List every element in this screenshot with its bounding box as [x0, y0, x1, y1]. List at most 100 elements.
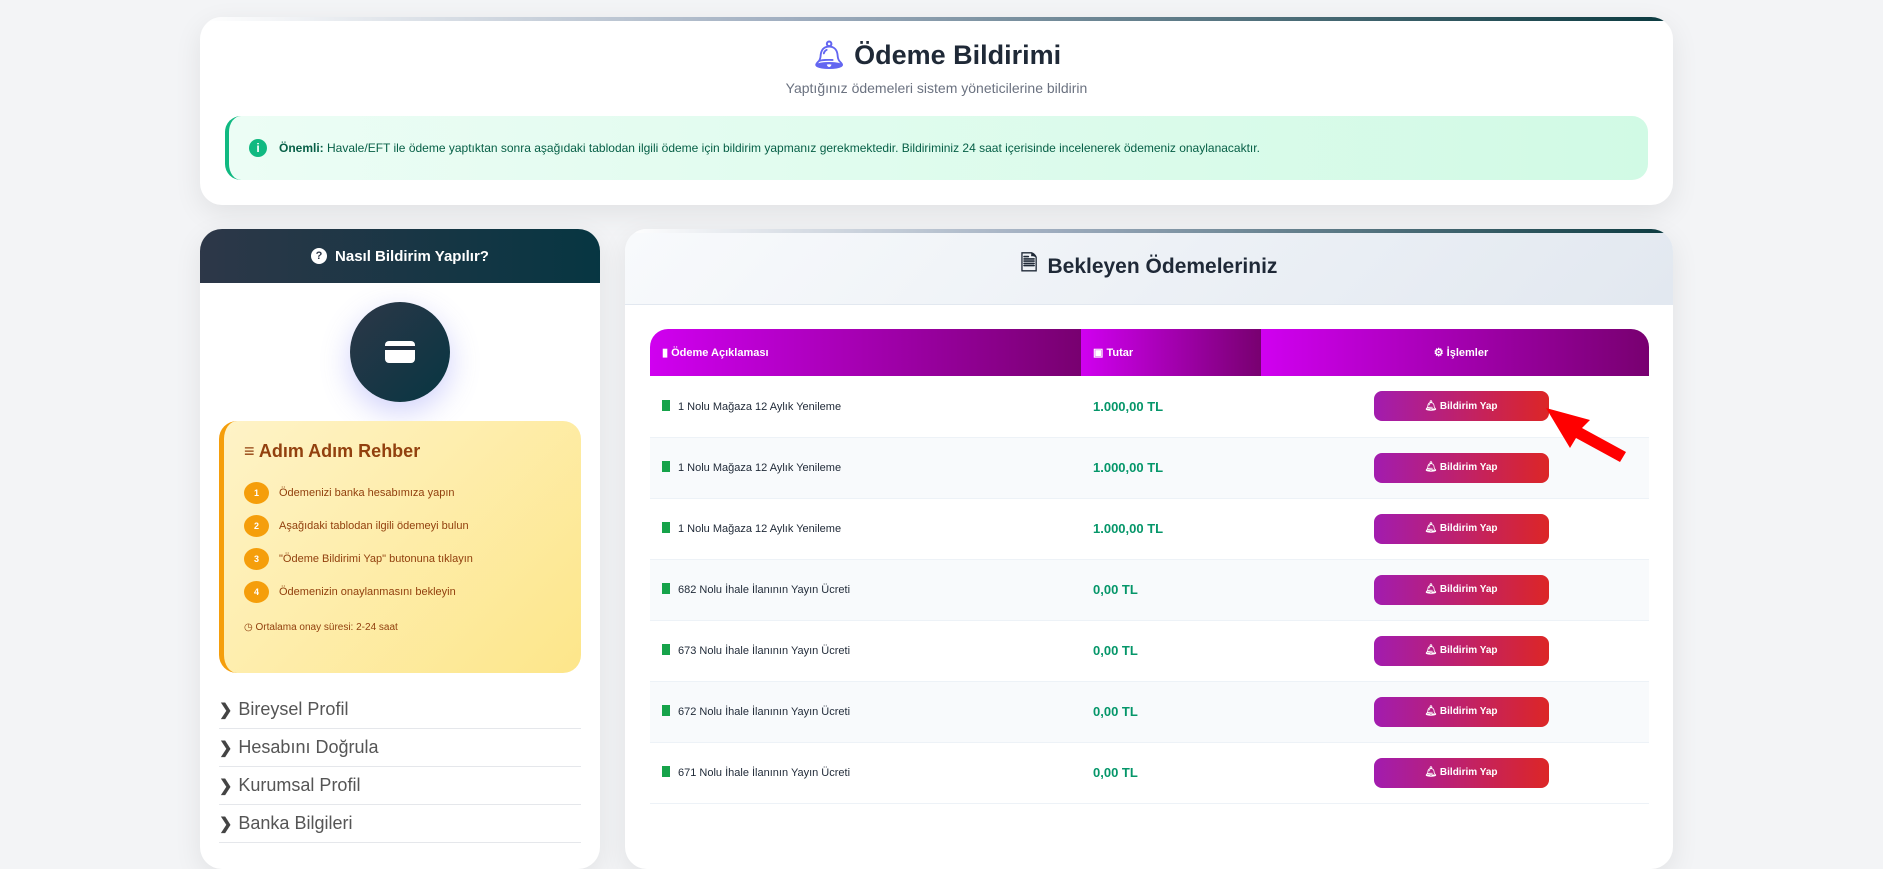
- notify-button[interactable]: 🔔︎ Bildirim Yap: [1373, 696, 1549, 727]
- notify-button[interactable]: 🔔︎ Bildirim Yap: [1373, 635, 1549, 666]
- payments-table: ▮ Ödeme Açıklaması ▣ Tutar ⚙ İşlemler 1 …: [650, 329, 1649, 804]
- payment-description: 682 Nolu İhale İlanının Yayın Ücreti: [650, 559, 1081, 621]
- description-text: 1 Nolu Mağaza 12 Aylık Yenileme: [678, 523, 842, 535]
- table-row: 672 Nolu İhale İlanının Yayın Ücreti 0,00…: [650, 681, 1649, 743]
- notify-button[interactable]: 🔔︎ Bildirim Yap: [1373, 391, 1549, 422]
- notify-button[interactable]: 🔔︎ Bildirim Yap: [1373, 513, 1549, 544]
- receipt-icon: [662, 766, 670, 777]
- payment-description: 1 Nolu Mağaza 12 Aylık Yenileme: [650, 376, 1081, 438]
- info-icon: i: [249, 139, 267, 157]
- bell-icon: 🔔︎: [1424, 645, 1440, 656]
- table-row: 1 Nolu Mağaza 12 Aylık Yenileme 1.000,00 …: [650, 437, 1649, 499]
- notify-button[interactable]: 🔔︎ Bildirim Yap: [1373, 574, 1549, 605]
- step-text: Ödemenizin onaylanmasını bekleyin: [279, 585, 456, 598]
- credit-card-badge: [350, 302, 450, 402]
- step-number: 2: [244, 514, 269, 537]
- payment-description: 672 Nolu İhale İlanının Yayın Ücreti: [650, 681, 1081, 743]
- bell-icon: 🔔︎: [1424, 400, 1440, 412]
- chevron-right-icon: ❯: [219, 701, 233, 719]
- red-arrow-pointer-icon: [1546, 408, 1626, 462]
- description-text: 682 Nolu İhale İlanının Yayın Ücreti: [678, 584, 851, 596]
- chevron-right-icon: ❯: [219, 815, 233, 833]
- guide-title: ≡ Adım Adım Rehber: [244, 441, 561, 462]
- notify-button-label: Bildirim Yap: [1439, 645, 1498, 656]
- alert-label: Önemli:: [279, 141, 324, 155]
- bell-icon: 🔔︎: [1424, 523, 1440, 534]
- guide-step: 3 "Ödeme Bildirimi Yap" butonuna tıklayın: [244, 542, 561, 575]
- notify-button[interactable]: 🔔︎ Bildirim Yap: [1373, 757, 1549, 788]
- avg-approval: ◷ Ortalama onay süresi: 2-24 saat: [244, 622, 561, 633]
- payment-amount: 1.000,00 TL: [1081, 376, 1261, 438]
- description-text: 672 Nolu İhale İlanının Yayın Ücreti: [678, 706, 851, 718]
- payment-amount: 1.000,00 TL: [1081, 437, 1261, 499]
- page-title-text: Ödeme Bildirimi: [854, 40, 1062, 70]
- receipt-icon: [662, 583, 670, 594]
- guide-step: 4 Ödemenizin onaylanmasını bekleyin: [244, 575, 561, 608]
- description-text: 1 Nolu Mağaza 12 Aylık Yenileme: [678, 462, 842, 474]
- bell-icon: 🔔︎: [1424, 767, 1440, 778]
- step-guide: ≡ Adım Adım Rehber 1 Ödemenizi banka hesa…: [219, 421, 581, 673]
- step-number: 3: [244, 547, 269, 570]
- col-description: ▮ Ödeme Açıklaması: [650, 329, 1081, 376]
- sidebar-nav-item[interactable]: ❯ Hesabını Doğrula: [219, 729, 581, 767]
- bell-icon: 🔔︎: [1424, 584, 1440, 595]
- nav-label: Kurumsal Profil: [238, 775, 361, 795]
- payment-description: 673 Nolu İhale İlanının Yayın Ücreti: [650, 620, 1081, 682]
- receipt-icon: [662, 644, 670, 655]
- payment-description: 1 Nolu Mağaza 12 Aylık Yenileme: [650, 437, 1081, 499]
- nav-label: Banka Bilgileri: [238, 813, 353, 833]
- description-text: 673 Nolu İhale İlanının Yayın Ücreti: [678, 645, 851, 657]
- list-ol-icon: ≡: [244, 441, 259, 461]
- notify-button-label: Bildirim Yap: [1439, 523, 1498, 534]
- chevron-right-icon: ❯: [219, 777, 233, 795]
- payment-amount: 0,00 TL: [1081, 559, 1261, 621]
- table-row: 671 Nolu İhale İlanının Yayın Ücreti 0,00…: [650, 742, 1649, 804]
- bell-icon: 🔔︎: [1424, 706, 1440, 717]
- avg-text: Ortalama onay süresi: 2-24 saat: [255, 622, 398, 633]
- step-text: Ödemenizi banka hesabımıza yapın: [279, 486, 455, 499]
- payments-card: 🗎 Bekleyen Ödemeleriniz ▮ Ödeme Açıklamas…: [625, 229, 1673, 869]
- sidebar-nav-item[interactable]: ❯ Banka Bilgileri: [219, 805, 581, 843]
- credit-card-icon: [385, 341, 415, 363]
- receipt-icon: [662, 522, 670, 533]
- receipt-icon: [662, 461, 670, 472]
- table-row: 682 Nolu İhale İlanının Yayın Ücreti 0,00…: [650, 559, 1649, 621]
- page-subtitle: Yaptığınız ödemeleri sistem yöneticileri…: [785, 80, 1088, 96]
- step-text: Aşağıdaki tablodan ilgili ödemeyi bulun: [279, 519, 469, 532]
- col-amount: ▣ Tutar: [1081, 329, 1261, 376]
- payment-amount: 0,00 TL: [1081, 742, 1261, 804]
- bell-icon: 🔔︎: [811, 40, 847, 70]
- col-description-label: Ödeme Açıklaması: [671, 347, 769, 359]
- sidebar-nav-item[interactable]: ❯ Kurumsal Profil: [219, 767, 581, 805]
- notify-button-label: Bildirim Yap: [1439, 584, 1498, 595]
- payments-header: 🗎 Bekleyen Ödemeleriniz: [625, 229, 1673, 305]
- notify-button-label: Bildirim Yap: [1439, 400, 1498, 412]
- nav-label: Hesabını Doğrula: [238, 737, 379, 757]
- table-row: 1 Nolu Mağaza 12 Aylık Yenileme 1.000,00 …: [650, 376, 1649, 438]
- sidebar-title: Nasıl Bildirim Yapılır?: [335, 247, 489, 265]
- col-actions-label: İşlemler: [1446, 347, 1489, 359]
- payment-description: 1 Nolu Mağaza 12 Aylık Yenileme: [650, 498, 1081, 560]
- notify-button[interactable]: 🔔︎ Bildirim Yap: [1373, 452, 1549, 483]
- receipt-icon: [662, 399, 670, 411]
- notify-button-label: Bildirim Yap: [1439, 706, 1498, 717]
- info-alert: i Önemli: Havale/EFT ile ödeme yaptıktan…: [225, 116, 1648, 180]
- col-amount-label: Tutar: [1106, 347, 1134, 359]
- guide-step: 1 Ödemenizi banka hesabımıza yapın: [244, 476, 561, 509]
- step-number: 1: [244, 481, 269, 504]
- guide-title-text: Adım Adım Rehber: [258, 441, 421, 461]
- step-number: 4: [244, 580, 269, 603]
- notify-button-label: Bildirim Yap: [1439, 462, 1498, 473]
- header-card: 🔔︎ Ödeme Bildirimi Yaptığınız ödemeleri s…: [200, 17, 1673, 205]
- clock-icon: ◷: [244, 622, 256, 633]
- payment-amount: 0,00 TL: [1081, 681, 1261, 743]
- invoice-dollar-icon: 🗎: [1020, 252, 1038, 275]
- alert-text: Havale/EFT ile ödeme yaptıktan sonra aşa…: [323, 141, 1260, 155]
- notify-button-label: Bildirim Yap: [1439, 767, 1498, 778]
- chevron-right-icon: ❯: [219, 739, 233, 757]
- sidebar-nav-item[interactable]: ❯ Bireysel Profil: [219, 691, 581, 729]
- bell-icon: 🔔︎: [1424, 462, 1440, 473]
- payment-description: 671 Nolu İhale İlanının Yayın Ücreti: [650, 742, 1081, 804]
- description-text: 671 Nolu İhale İlanının Yayın Ücreti: [678, 767, 851, 779]
- payments-title: Bekleyen Ödemeleriniz: [1047, 254, 1278, 278]
